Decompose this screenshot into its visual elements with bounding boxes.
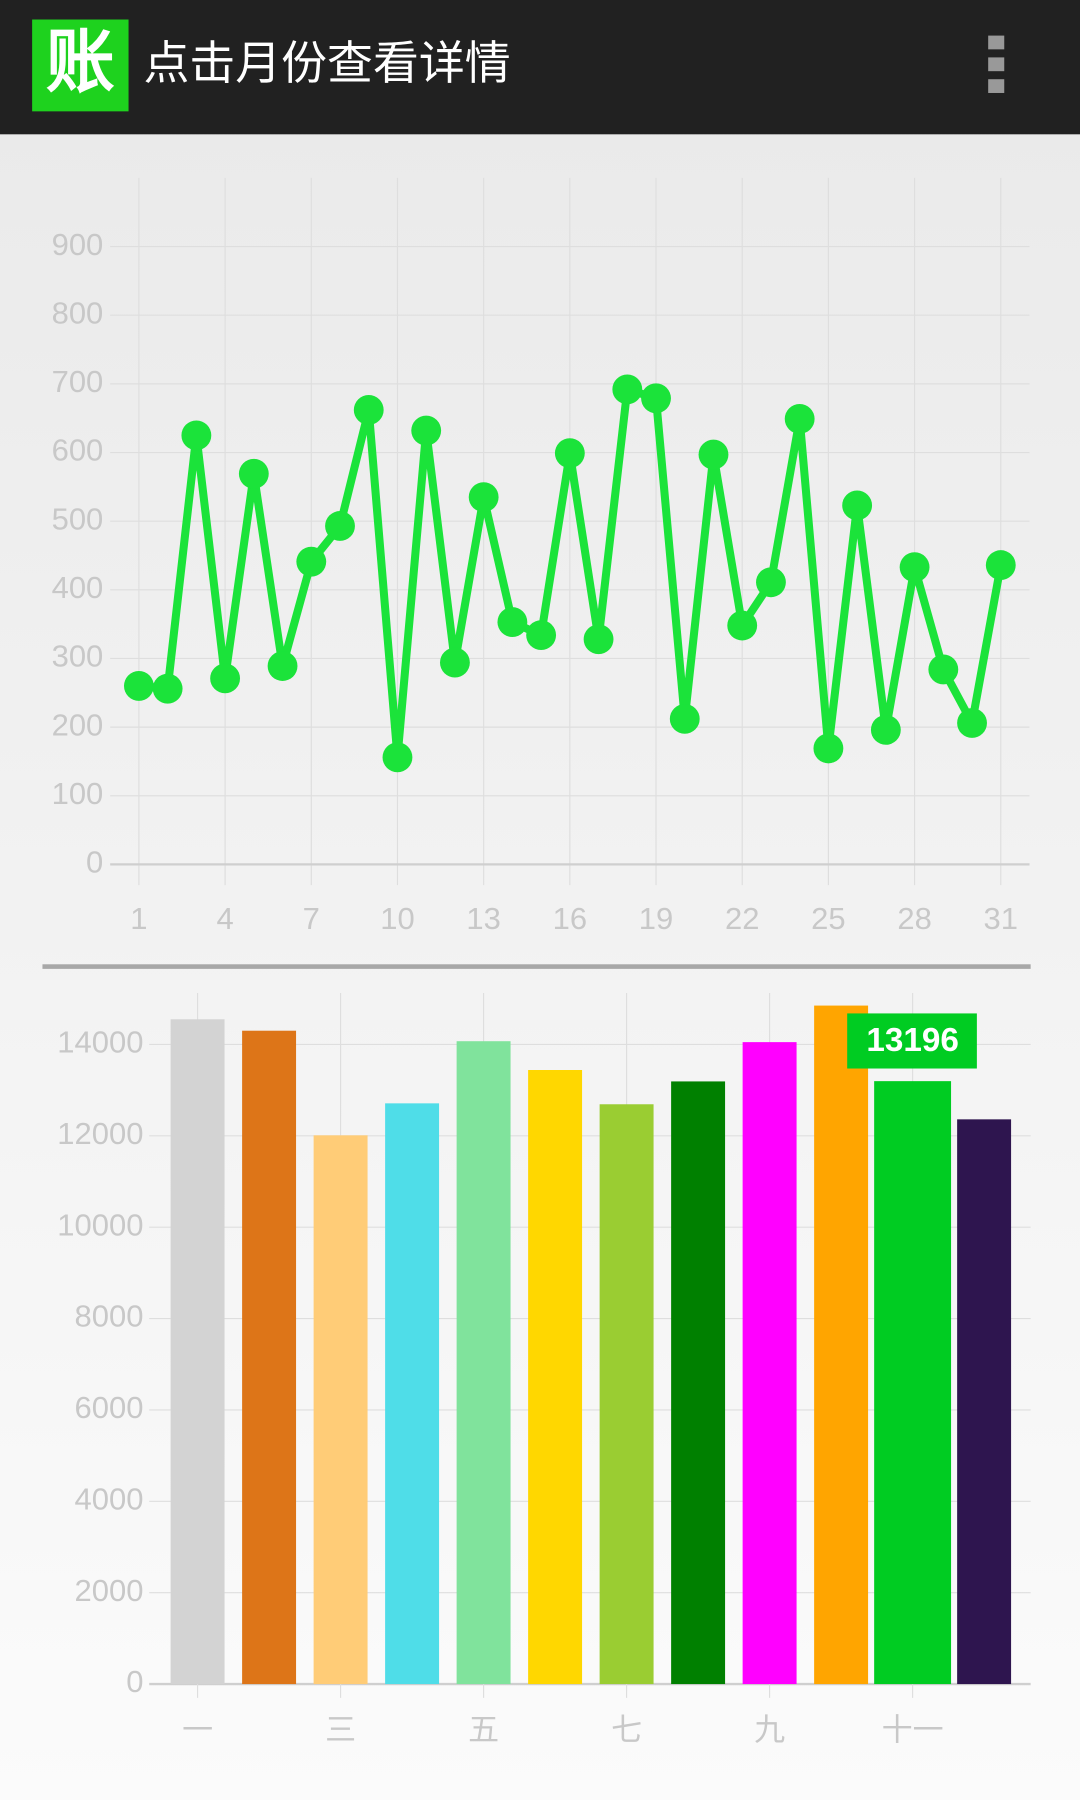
point: [497, 607, 528, 638]
x-tick-label: 五: [468, 1712, 499, 1747]
x-tick-label: 22: [725, 901, 759, 936]
point: [267, 651, 298, 681]
y-tick-label: 8000: [75, 1299, 144, 1334]
point: [583, 624, 614, 655]
point: [181, 420, 212, 451]
point: [698, 439, 729, 470]
bar: [313, 1135, 368, 1685]
point: [526, 620, 557, 651]
point: [210, 663, 241, 694]
y-tick-label: 4000: [75, 1481, 144, 1516]
x-tick-label: 28: [897, 901, 931, 936]
bar: [599, 1104, 654, 1685]
x-tick-label: 19: [639, 901, 673, 936]
bar: [874, 1081, 952, 1685]
point: [325, 511, 355, 541]
point: [957, 708, 987, 738]
bar: [242, 1030, 297, 1685]
point: [669, 703, 700, 734]
point: [554, 438, 585, 469]
x-tick-label: 4: [216, 901, 233, 936]
y-tick-label: 0: [86, 845, 103, 880]
menu-dot: [988, 79, 1005, 93]
point: [238, 458, 269, 489]
point: [382, 742, 413, 773]
x-tick-label: 十一: [882, 1712, 944, 1747]
separator: [42, 964, 1031, 969]
point: [870, 714, 901, 745]
x-tick-label: 三: [325, 1712, 356, 1747]
point: [612, 374, 643, 405]
point: [296, 546, 327, 577]
point: [123, 671, 154, 701]
y-tick-label: 300: [52, 639, 104, 674]
app-icon-text: 账: [46, 23, 115, 103]
x-tick-label: 13: [466, 901, 500, 936]
value-label: 13196: [866, 1022, 959, 1059]
bar: [814, 1005, 869, 1685]
bar: [742, 1042, 797, 1685]
y-tick-label: 14000: [57, 1025, 143, 1060]
y-tick-label: 2000: [75, 1573, 144, 1608]
app-bar: [0, 0, 1080, 135]
bar: [385, 1103, 440, 1685]
y-tick-label: 800: [52, 295, 104, 330]
menu-button[interactable]: [988, 35, 1005, 93]
y-tick-label: 200: [52, 707, 104, 742]
point: [727, 610, 758, 641]
x-tick-label: 1: [130, 901, 147, 936]
bar: [456, 1041, 511, 1685]
y-tick-label: 6000: [75, 1390, 144, 1425]
y-tick-label: 10000: [57, 1207, 143, 1242]
bar: [528, 1069, 583, 1685]
bar: [170, 1019, 225, 1685]
x-tick-label: 一: [182, 1712, 213, 1747]
point: [899, 552, 930, 583]
y-tick-label: 900: [52, 227, 104, 262]
app-icon[interactable]: [32, 19, 129, 112]
point: [152, 673, 183, 704]
x-tick-label: 7: [303, 901, 320, 936]
x-tick-label: 九: [754, 1712, 785, 1747]
x-tick-label: 31: [984, 901, 1018, 936]
point: [985, 550, 1016, 581]
value-label-box: [847, 1013, 977, 1069]
bar: [671, 1081, 726, 1685]
point: [842, 490, 873, 521]
y-tick-label: 0: [126, 1664, 143, 1699]
y-tick-label: 400: [52, 570, 104, 605]
point: [756, 567, 786, 598]
x-tick-label: 10: [380, 901, 414, 936]
point: [468, 482, 499, 513]
y-tick-label: 12000: [57, 1116, 143, 1151]
point: [411, 415, 442, 446]
y-tick-label: 500: [52, 501, 104, 536]
bar: [957, 1119, 1012, 1685]
app-title: 点击月份查看详情: [143, 36, 510, 90]
x-tick-label: 16: [553, 901, 587, 936]
x-tick-label: 25: [811, 901, 845, 936]
y-tick-label: 700: [52, 364, 104, 399]
point: [440, 647, 470, 678]
point: [641, 383, 671, 414]
y-tick-label: 100: [52, 776, 104, 811]
menu-dot: [988, 35, 1005, 50]
point: [928, 654, 959, 685]
menu-dot: [988, 57, 1005, 72]
y-tick-label: 600: [52, 433, 104, 468]
point: [813, 733, 844, 764]
point: [353, 395, 384, 425]
x-tick-label: 七: [611, 1712, 642, 1747]
point: [784, 403, 815, 434]
